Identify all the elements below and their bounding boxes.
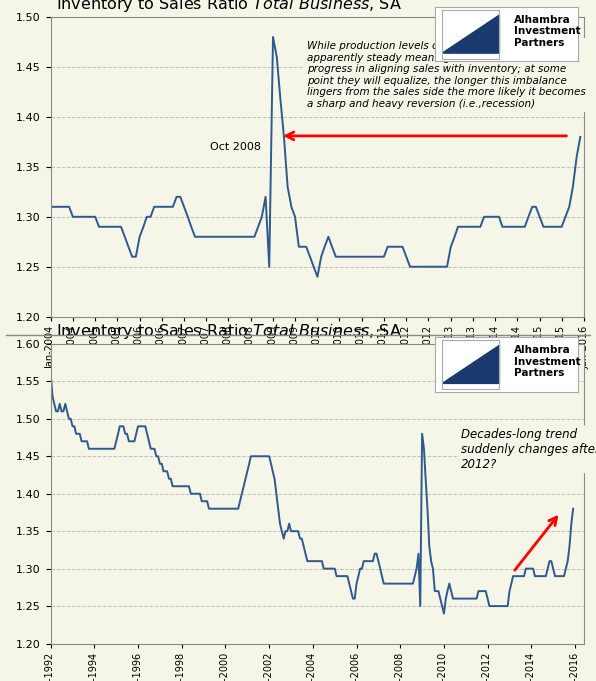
Polygon shape <box>442 345 499 383</box>
Text: While production levels contract, inventory is
apparently steady meaning that th: While production levels contract, invent… <box>307 41 585 109</box>
Bar <box>442 10 499 59</box>
Text: Oct 2008: Oct 2008 <box>210 142 261 152</box>
Text: Inventory to Sales Ratio $\it{Total\ Business}$, SA: Inventory to Sales Ratio $\it{Total\ Bus… <box>56 0 402 14</box>
Text: Alhambra
Investment
Partners: Alhambra Investment Partners <box>514 15 581 48</box>
Text: Alhambra
Investment
Partners: Alhambra Investment Partners <box>514 345 581 378</box>
Bar <box>442 340 499 389</box>
Polygon shape <box>442 15 499 53</box>
Text: Inventory to Sales Ratio $\it{Total\ Business}$, SA: Inventory to Sales Ratio $\it{Total\ Bus… <box>56 321 402 340</box>
Text: Decades-long trend
suddenly changes after
2012?: Decades-long trend suddenly changes afte… <box>461 428 596 471</box>
